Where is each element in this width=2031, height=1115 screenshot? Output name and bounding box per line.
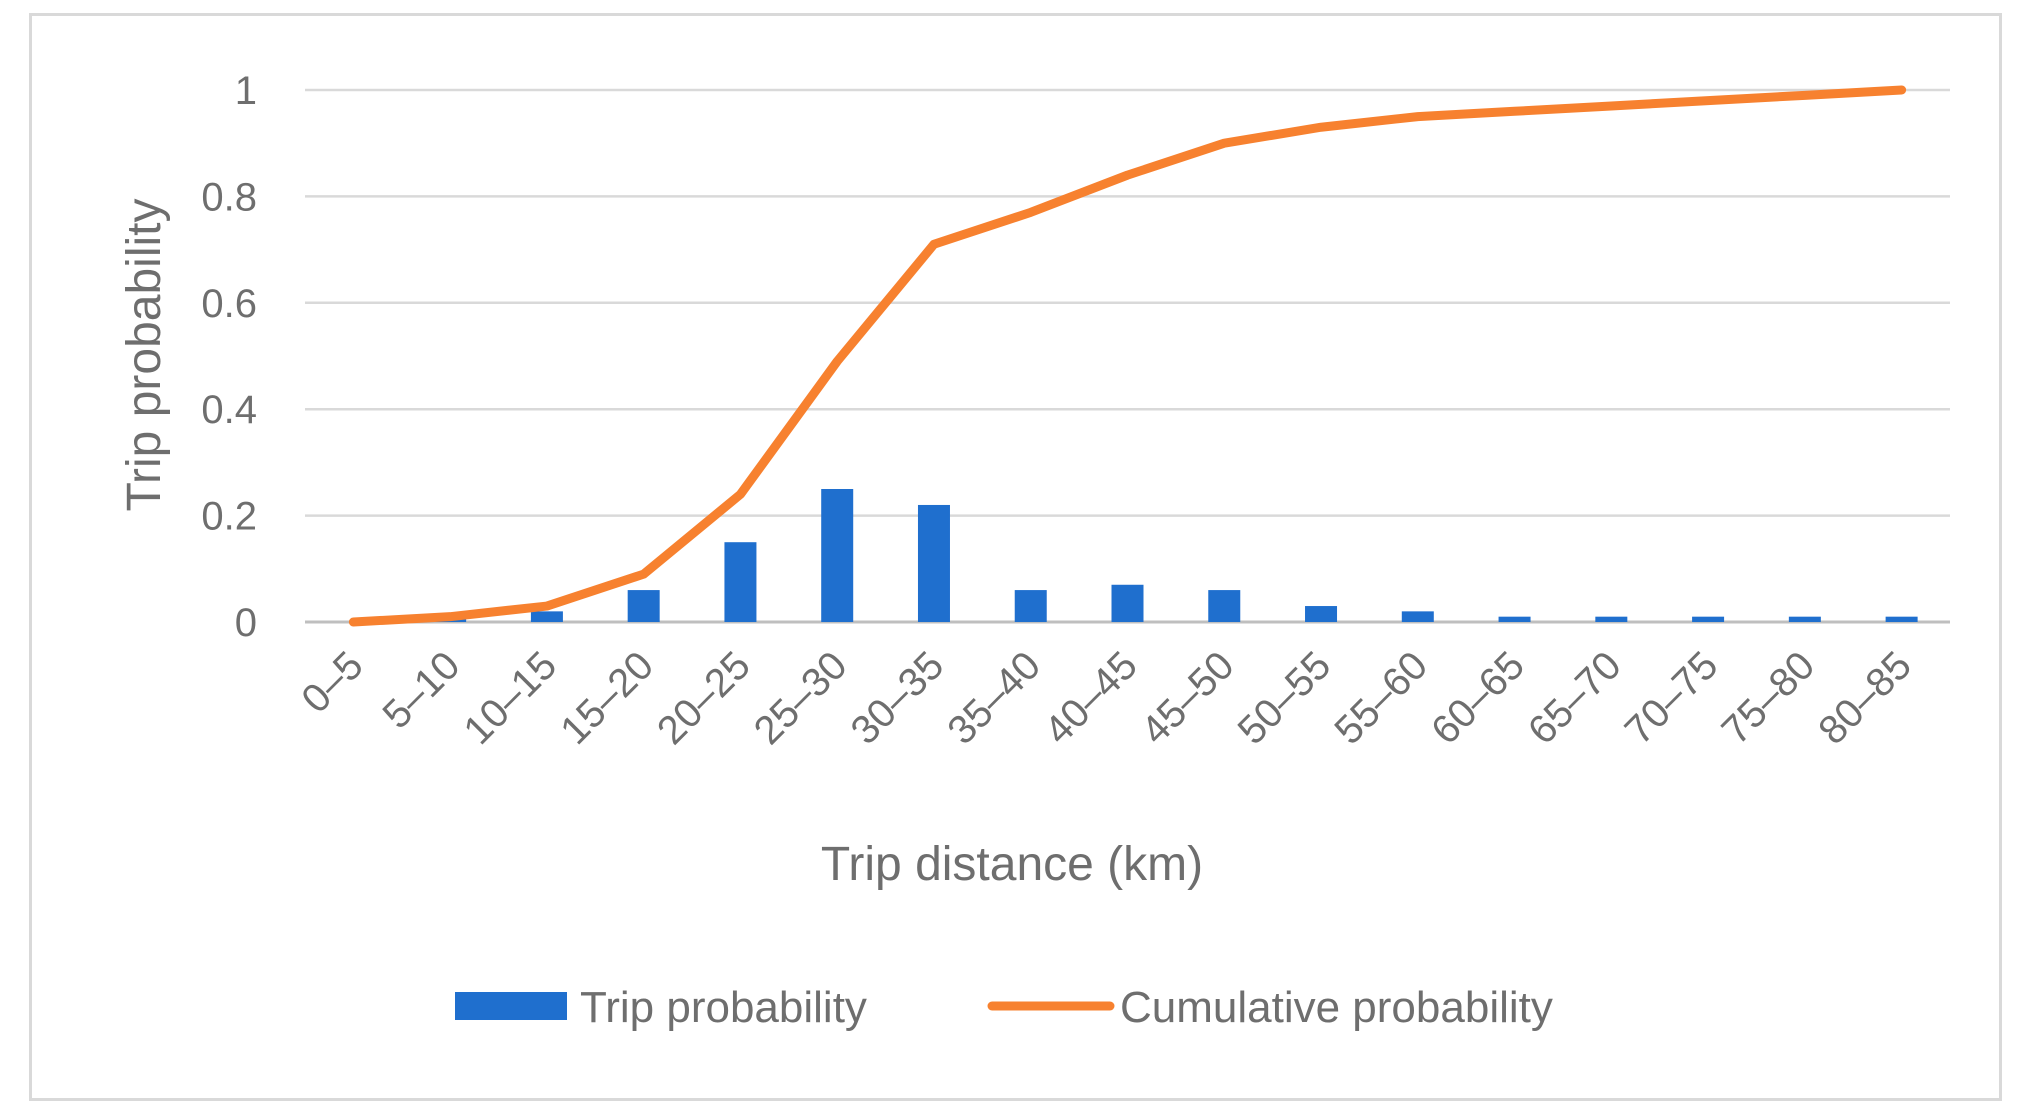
line-series xyxy=(348,85,1907,627)
x-tick-label: 65–70 xyxy=(1520,643,1630,753)
gridlines xyxy=(305,88,1950,624)
bar xyxy=(1208,590,1241,622)
y-tick-label: 0.6 xyxy=(201,282,257,326)
x-tick-label: 30–35 xyxy=(843,643,953,753)
bar xyxy=(1498,616,1531,622)
legend: Trip probability Cumulative probability xyxy=(455,983,1553,1032)
legend-swatch-trip-probability xyxy=(455,992,567,1020)
bar xyxy=(1885,616,1918,622)
x-tick-label: 25–30 xyxy=(746,643,856,753)
x-tick-label: 60–65 xyxy=(1423,643,1533,753)
x-tick-label: 50–55 xyxy=(1230,643,1340,753)
x-tick-label: 0–5 xyxy=(293,643,371,721)
series-line-cumulative-probability xyxy=(348,85,1907,627)
legend-label-trip-probability: Trip probability xyxy=(580,983,867,1032)
bar xyxy=(917,504,950,622)
bar xyxy=(627,590,660,622)
x-tick-label: 40–45 xyxy=(1036,643,1146,753)
x-tick-label: 80–85 xyxy=(1810,643,1920,753)
y-tick-label: 0.8 xyxy=(201,175,257,219)
bar-series xyxy=(434,489,1918,622)
bar xyxy=(530,611,563,622)
x-tick-label: 10–15 xyxy=(456,643,566,753)
x-tick-label: 55–60 xyxy=(1326,643,1436,753)
bar xyxy=(1692,616,1725,622)
y-tick-label: 1 xyxy=(235,69,257,113)
bar xyxy=(1014,590,1047,622)
x-tick-label: 70–75 xyxy=(1617,643,1727,753)
bar xyxy=(1111,584,1144,622)
x-axis-ticks: 0–5 5–1010–1515–2020–2525–3030–3535–4040–… xyxy=(293,643,1920,753)
bar xyxy=(1305,606,1338,622)
x-tick-label: 20–25 xyxy=(649,643,759,753)
x-tick-label: 45–50 xyxy=(1133,643,1243,753)
chart-frame xyxy=(29,13,2002,1101)
x-axis-title: Trip distance (km) xyxy=(821,838,1203,891)
bar xyxy=(724,542,757,622)
x-tick-label: 5–10 xyxy=(374,643,468,737)
bar xyxy=(1401,611,1434,622)
y-axis-ticks: 0 0.2 0.4 0.6 0.8 1 xyxy=(201,69,257,645)
y-tick-label: 0 xyxy=(235,601,257,645)
y-axis-title: Trip probability xyxy=(118,198,171,511)
legend-label-cumulative-probability: Cumulative probability xyxy=(1120,983,1553,1032)
x-tick-label: 35–40 xyxy=(939,643,1049,753)
x-tick-label: 75–80 xyxy=(1713,643,1823,753)
bar xyxy=(1595,616,1628,622)
bar xyxy=(1788,616,1821,622)
y-tick-label: 0.2 xyxy=(201,495,257,539)
bar xyxy=(821,489,854,622)
x-tick-label: 15–20 xyxy=(552,643,662,753)
y-tick-label: 0.4 xyxy=(201,388,257,432)
